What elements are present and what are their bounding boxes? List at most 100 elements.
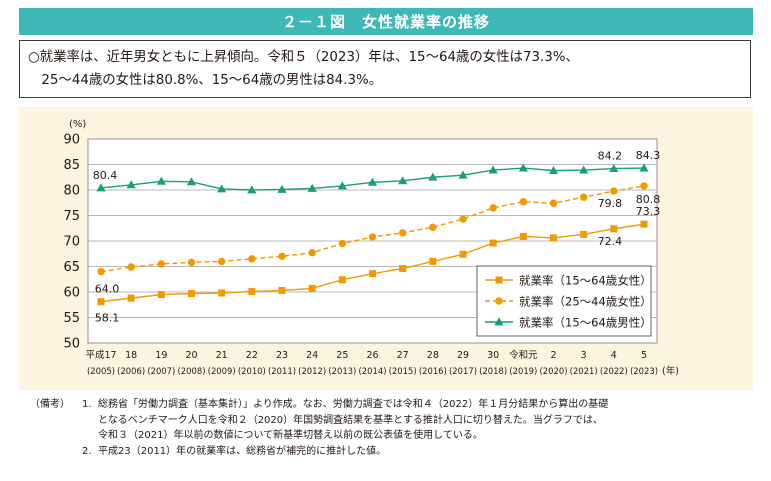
series-1-point — [248, 287, 256, 295]
y-axis-unit: (%) — [69, 119, 86, 130]
x-tick-label: 20 — [185, 350, 197, 361]
series-3-point — [156, 176, 166, 185]
data-label: 79.8 — [598, 197, 623, 210]
series-1-point — [519, 232, 527, 240]
x-tick-label: 25 — [336, 350, 348, 361]
x-tick-year-label: (2010) — [238, 367, 266, 377]
x-tick-year-label: (2015) — [389, 367, 417, 377]
x-tick-year-label: (2009) — [208, 367, 236, 377]
figure-title: ２－１図 女性就業率の推移 — [19, 8, 753, 35]
line-chart: 50 55 60 65 70 75 80 85 90 (%) 平成17 (2005) 18 (2006) 1… — [63, 119, 679, 377]
x-tick-year-label: (2017) — [449, 367, 477, 377]
note-2-number: 2. — [82, 445, 92, 457]
x-tick-label: 平成17 — [85, 349, 116, 361]
y-tick-label: 85 — [63, 158, 80, 173]
series-3-point — [458, 170, 468, 179]
x-tick-year-label: (2008) — [178, 367, 206, 377]
legend-label-1: 就業率（15～64歳女性） — [519, 274, 652, 288]
series-3-point — [428, 172, 438, 181]
series-2-point — [368, 233, 377, 241]
x-tick-label: 22 — [246, 350, 258, 361]
series-3-point — [488, 165, 498, 174]
series-2-point — [489, 204, 497, 212]
x-tick-year-label: (2016) — [419, 367, 447, 377]
series-3-point — [639, 163, 649, 172]
series-2-point — [519, 198, 528, 206]
series-3-point — [367, 177, 378, 186]
series-3-point — [337, 181, 347, 190]
legend-marker — [495, 297, 503, 305]
series-2-point — [217, 257, 226, 266]
series-1-point — [338, 276, 346, 284]
series-3-point — [186, 177, 197, 186]
x-tick-year-label: (2022) — [600, 367, 628, 377]
x-tick-label: 18 — [125, 350, 137, 361]
summary-line-2: 25～44歳の女性は80.8%、15～64歳の男性は84.3%。 — [28, 73, 383, 88]
series-3-point — [247, 185, 257, 194]
x-tick-year-label: (2021) — [570, 367, 598, 377]
x-tick-year-label: (2011) — [268, 367, 296, 377]
x-tick-label: 2 — [550, 350, 556, 361]
series-3-point — [96, 183, 106, 192]
y-tick-label: 55 — [63, 311, 80, 326]
x-tick-label: 19 — [155, 350, 167, 361]
data-label: 73.3 — [636, 205, 661, 218]
data-label: 80.4 — [93, 169, 118, 182]
x-tick-year-label: (2013) — [328, 367, 356, 377]
series-2-point — [579, 193, 588, 201]
series-1-point — [399, 265, 407, 273]
series-3-point — [579, 165, 589, 174]
data-label: 84.3 — [636, 149, 661, 162]
x-tick-label: 26 — [366, 350, 378, 361]
data-label: 80.8 — [636, 193, 661, 206]
x-tick-year-label: (2023) — [630, 367, 658, 377]
series-2-point — [127, 263, 135, 271]
data-label: 58.1 — [95, 312, 120, 325]
series-1-point — [127, 294, 135, 302]
x-tick-label: 28 — [427, 350, 439, 361]
y-tick-label: 60 — [63, 286, 80, 301]
x-tick-label: 21 — [216, 350, 228, 361]
series-3-point — [307, 183, 317, 192]
note-1-number: 1. — [82, 399, 92, 410]
x-tick-year-label: (2019) — [509, 367, 537, 377]
x-tick-year-label: (2006) — [117, 367, 145, 377]
x-tick-year-label: (2020) — [540, 367, 568, 377]
note-1-line-2: となるベンチマーク人口を令和２（2020）年国勢調査結果を基準とする推計人口に切… — [98, 414, 603, 426]
x-tick-label: 3 — [581, 350, 587, 361]
series-1-point — [489, 239, 497, 247]
series-1-point — [580, 230, 588, 238]
data-label: 64.0 — [95, 283, 120, 296]
legend-marker — [494, 317, 504, 326]
legend-label-3: 就業率（15～64歳男性） — [519, 316, 652, 330]
x-tick-label: 23 — [276, 350, 288, 361]
series-2-point — [157, 260, 166, 268]
series-3-point — [217, 184, 227, 193]
series-2-point — [278, 252, 286, 260]
data-label: 72.4 — [598, 235, 623, 248]
x-tick-year-label: (2005) — [87, 367, 115, 377]
series-2-point — [398, 229, 407, 237]
summary-line-1: ○就業率は、近年男女ともに上昇傾向。令和５（2023）年は、15～64歳の女性は… — [28, 50, 579, 65]
y-tick-label: 75 — [63, 209, 80, 224]
series-3-point — [518, 163, 528, 172]
series-3-point — [398, 176, 408, 185]
series-3-point — [609, 163, 619, 172]
x-tick-label: 4 — [611, 350, 617, 361]
series-1-point — [97, 298, 105, 306]
series-2-point — [97, 267, 105, 276]
series-2-point — [610, 187, 618, 195]
note-1-line-1: 総務省「労働力調査（基本集計）」より作成。なお、労働力調査では令和４（2022）… — [98, 399, 609, 410]
x-tick-year-label: (2012) — [298, 367, 326, 377]
x-tick-label: 令和元 — [509, 349, 538, 361]
x-tick-year-label: (2007) — [147, 367, 175, 377]
series-1-point — [550, 234, 557, 242]
series-1-point — [610, 225, 618, 233]
series-3-point — [277, 184, 287, 193]
y-tick-label: 80 — [63, 184, 80, 199]
series-2-point — [459, 215, 467, 223]
x-axis-unit: (年) — [662, 365, 679, 377]
series-2-point — [248, 255, 256, 263]
series-2-point — [308, 249, 316, 257]
notes-prefix: （備考） — [30, 399, 70, 410]
